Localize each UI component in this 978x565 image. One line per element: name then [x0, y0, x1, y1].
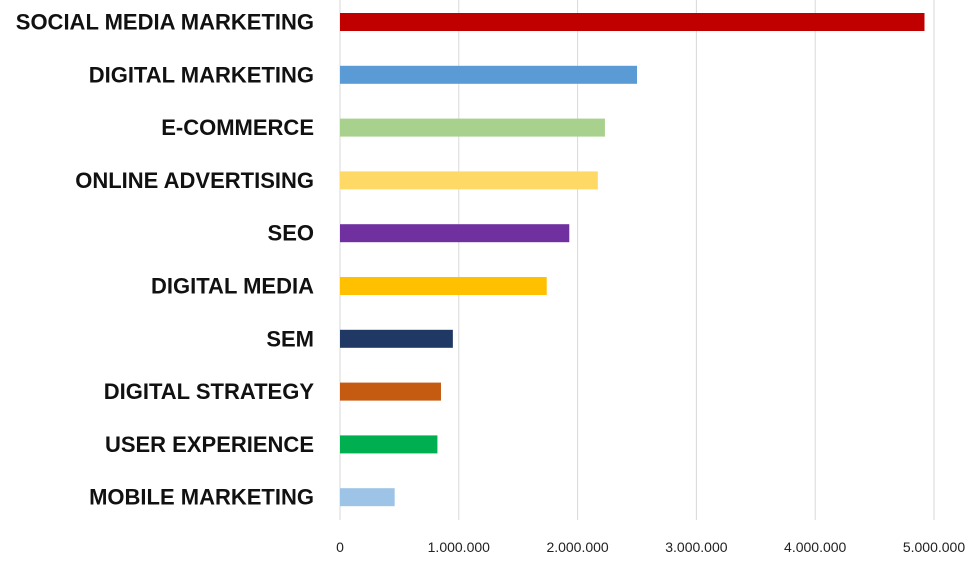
category-label-social-media-marketing: SOCIAL MEDIA MARKETING: [16, 10, 314, 35]
x-tick-label-5: 5.000.000: [903, 539, 965, 555]
category-labels: SOCIAL MEDIA MARKETING DIGITAL MARKETING E…: [16, 10, 315, 510]
x-tick-label-0: 0: [336, 539, 344, 555]
category-label-e-commerce: E-COMMERCE: [161, 115, 314, 140]
x-tick-label-3: 3.000.000: [665, 539, 727, 555]
category-label-sem: SEM: [266, 326, 314, 351]
bar-sem: [340, 329, 453, 348]
category-label-online-advertising: ONLINE ADVERTISING: [75, 168, 314, 193]
bar-digital-strategy: [340, 382, 441, 401]
x-tick-label-2: 2.000.000: [546, 539, 608, 555]
category-label-digital-strategy: DIGITAL STRATEGY: [104, 379, 315, 404]
bar-seo: [340, 224, 570, 243]
bars: [340, 13, 925, 507]
bar-mobile-marketing: [340, 488, 395, 507]
category-label-mobile-marketing: MOBILE MARKETING: [89, 485, 314, 510]
bar-online-advertising: [340, 171, 598, 190]
x-axis-tick-labels: 0 1.000.000 2.000.000 3.000.000 4.000.000 5.0…: [336, 539, 965, 555]
category-label-user-experience: USER EXPERIENCE: [105, 432, 314, 457]
x-tick-label-4: 4.000.000: [784, 539, 846, 555]
category-label-seo: SEO: [268, 221, 314, 246]
bar-social-media-marketing: [340, 13, 925, 31]
bar-digital-marketing: [340, 65, 637, 84]
x-tick-label-1: 1.000.000: [428, 539, 490, 555]
category-label-digital-marketing: DIGITAL MARKETING: [89, 62, 314, 87]
category-label-digital-media: DIGITAL MEDIA: [151, 274, 314, 299]
gridlines: [339, 0, 935, 520]
bar-digital-media: [340, 277, 547, 295]
bar-user-experience: [340, 435, 438, 454]
bar-e-commerce: [340, 118, 605, 137]
